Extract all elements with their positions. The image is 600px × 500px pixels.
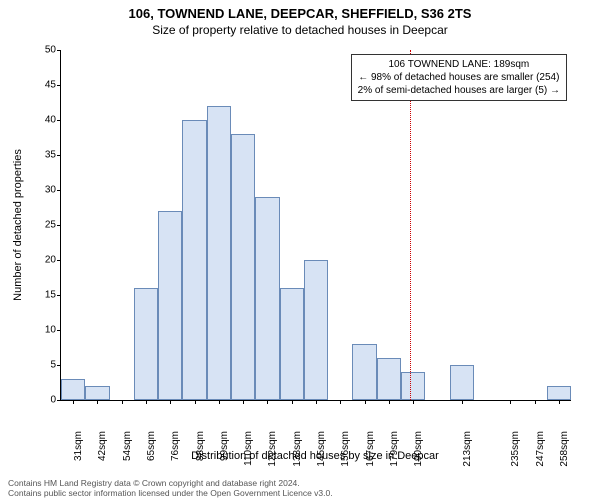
y-tick-label: 10 xyxy=(26,325,56,336)
x-tick-mark xyxy=(243,400,244,404)
x-tick-mark xyxy=(170,400,171,404)
footer-line-2: Contains public sector information licen… xyxy=(8,488,333,498)
annotation-line-3: 2% of semi-detached houses are larger (5… xyxy=(358,84,560,97)
histogram-bar xyxy=(377,358,401,400)
histogram-bar xyxy=(207,106,231,400)
y-tick-mark xyxy=(57,50,61,51)
histogram-bar xyxy=(158,211,182,400)
histogram-bar xyxy=(182,120,206,400)
x-tick-mark xyxy=(535,400,536,404)
y-tick-label: 0 xyxy=(26,395,56,406)
x-tick-mark xyxy=(389,400,390,404)
y-tick-label: 30 xyxy=(26,185,56,196)
x-tick-mark xyxy=(365,400,366,404)
y-tick-mark xyxy=(57,400,61,401)
y-tick-mark xyxy=(57,155,61,156)
y-tick-mark xyxy=(57,85,61,86)
histogram-bar xyxy=(61,379,85,400)
x-tick-mark xyxy=(316,400,317,404)
x-axis-label: Distribution of detached houses by size … xyxy=(60,450,570,462)
y-tick-mark xyxy=(57,225,61,226)
y-tick-label: 35 xyxy=(26,150,56,161)
x-tick-mark xyxy=(510,400,511,404)
y-tick-mark xyxy=(57,365,61,366)
y-tick-label: 25 xyxy=(26,220,56,231)
x-tick-mark xyxy=(73,400,74,404)
annotation-line-2: ← 98% of detached houses are smaller (25… xyxy=(358,71,560,84)
y-tick-label: 20 xyxy=(26,255,56,266)
histogram-bar xyxy=(280,288,304,400)
x-tick-mark xyxy=(146,400,147,404)
x-tick-mark xyxy=(219,400,220,404)
chart-container: 106, TOWNEND LANE, DEEPCAR, SHEFFIELD, S… xyxy=(0,0,600,500)
annotation-line-1: 106 TOWNEND LANE: 189sqm xyxy=(358,58,560,71)
y-tick-label: 40 xyxy=(26,115,56,126)
footer-line-1: Contains HM Land Registry data © Crown c… xyxy=(8,478,333,488)
chart-area: 0510152025303540455031sqm42sqm54sqm65sqm… xyxy=(60,50,570,400)
histogram-bar xyxy=(85,386,109,400)
footer-attribution: Contains HM Land Registry data © Crown c… xyxy=(8,478,333,498)
sub-title: Size of property relative to detached ho… xyxy=(0,21,600,37)
y-tick-mark xyxy=(57,330,61,331)
histogram-bar xyxy=(401,372,425,400)
main-title: 106, TOWNEND LANE, DEEPCAR, SHEFFIELD, S… xyxy=(0,0,600,21)
histogram-bar xyxy=(255,197,279,400)
histogram-bar xyxy=(134,288,158,400)
y-tick-mark xyxy=(57,295,61,296)
x-tick-mark xyxy=(413,400,414,404)
x-tick-mark xyxy=(292,400,293,404)
x-tick-mark xyxy=(340,400,341,404)
y-tick-label: 45 xyxy=(26,80,56,91)
histogram-bar xyxy=(547,386,571,400)
y-tick-label: 5 xyxy=(26,360,56,371)
y-tick-label: 50 xyxy=(26,45,56,56)
y-tick-mark xyxy=(57,120,61,121)
x-tick-mark xyxy=(559,400,560,404)
x-tick-mark xyxy=(462,400,463,404)
x-tick-mark xyxy=(267,400,268,404)
x-tick-mark xyxy=(122,400,123,404)
marker-line xyxy=(410,50,411,400)
x-tick-mark xyxy=(97,400,98,404)
histogram-bar xyxy=(352,344,376,400)
annotation-box: 106 TOWNEND LANE: 189sqm← 98% of detache… xyxy=(351,54,567,101)
plot-region: 0510152025303540455031sqm42sqm54sqm65sqm… xyxy=(60,50,571,401)
histogram-bar xyxy=(231,134,255,400)
y-tick-mark xyxy=(57,260,61,261)
y-tick-label: 15 xyxy=(26,290,56,301)
histogram-bar xyxy=(304,260,328,400)
histogram-bar xyxy=(450,365,474,400)
x-tick-mark xyxy=(195,400,196,404)
y-tick-mark xyxy=(57,190,61,191)
